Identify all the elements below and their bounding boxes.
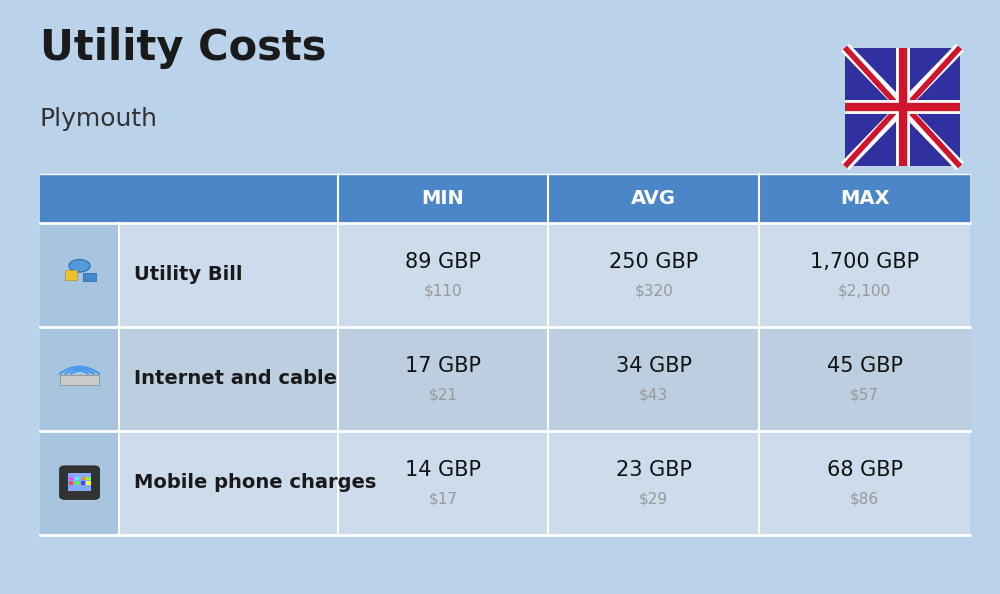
Bar (60, 375, 99, 386)
Text: $29: $29 (639, 492, 668, 507)
Bar (83, 273, 96, 281)
FancyBboxPatch shape (60, 466, 99, 500)
Bar (86, 481, 91, 485)
Circle shape (69, 260, 90, 272)
Text: 45 GBP: 45 GBP (827, 356, 903, 375)
Bar (86, 477, 91, 481)
Bar (119, 223, 970, 327)
Bar (119, 431, 970, 535)
Bar (75, 481, 79, 485)
Bar (69, 477, 73, 481)
Bar (40, 327, 119, 431)
Bar (40, 223, 119, 327)
Text: Utility Bill: Utility Bill (134, 266, 243, 284)
Text: 23 GBP: 23 GBP (616, 460, 692, 479)
Text: $110: $110 (424, 284, 462, 299)
Bar (40, 431, 119, 535)
Text: $57: $57 (850, 388, 879, 403)
Bar (759, 174, 970, 223)
Text: Plymouth: Plymouth (40, 107, 158, 131)
Text: MAX: MAX (840, 189, 889, 208)
Bar (119, 327, 970, 431)
Bar (548, 174, 759, 223)
Text: 17 GBP: 17 GBP (405, 356, 481, 375)
Bar (81, 477, 85, 481)
Bar (75, 477, 79, 481)
Bar (65, 270, 77, 280)
Text: $21: $21 (428, 388, 457, 403)
Text: Mobile phone charges: Mobile phone charges (134, 473, 376, 492)
Text: 14 GBP: 14 GBP (405, 460, 481, 479)
Text: AVG: AVG (631, 189, 676, 208)
Text: 34 GBP: 34 GBP (616, 356, 692, 375)
Text: $43: $43 (639, 388, 668, 403)
Bar (81, 481, 85, 485)
Text: $320: $320 (634, 284, 673, 299)
Bar (845, 48, 960, 166)
Bar (119, 174, 338, 223)
Text: $86: $86 (850, 492, 879, 507)
Text: 68 GBP: 68 GBP (827, 460, 903, 479)
Text: 250 GBP: 250 GBP (609, 252, 698, 271)
Bar (68, 473, 91, 491)
Text: $2,100: $2,100 (838, 284, 891, 299)
Text: Utility Costs: Utility Costs (40, 27, 326, 69)
Text: MIN: MIN (422, 189, 464, 208)
Text: Internet and cable: Internet and cable (134, 369, 337, 388)
Text: 1,700 GBP: 1,700 GBP (810, 252, 919, 271)
Bar (40, 174, 119, 223)
Bar (69, 481, 73, 485)
Bar (338, 174, 548, 223)
Text: $17: $17 (428, 492, 457, 507)
Text: 89 GBP: 89 GBP (405, 252, 481, 271)
